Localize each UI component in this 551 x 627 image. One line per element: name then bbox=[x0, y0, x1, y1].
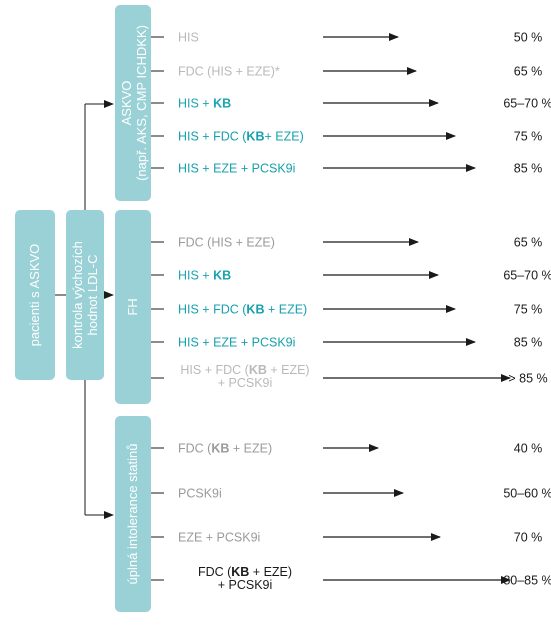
fh-row-2-part-1: KB bbox=[246, 303, 264, 317]
fh-row-4-ldl-reduction: > 85 % bbox=[508, 372, 547, 386]
intolerance-row-3-treatment: FDC (KB + EZE) bbox=[198, 565, 292, 579]
askvo-label-1: ASKVO bbox=[119, 81, 134, 126]
askvo-row-4-part-0: HIS + EZE + PCSK9i bbox=[178, 162, 295, 176]
intolerance-row-0-treatment: FDC (KB + EZE) bbox=[178, 442, 272, 456]
askvo-row-3-part-1: KB bbox=[246, 130, 264, 144]
treatment-rows: HIS 50 % FDC (HIS + EZE)* 65 % HIS + KB 65–70… bbox=[151, 31, 551, 592]
fh-row-1-ldl-reduction: 65–70 % bbox=[503, 269, 551, 283]
fh-row-3-ldl-reduction: 85 % bbox=[514, 336, 543, 350]
fh-row-4-treatment: HIS + FDC (KB + EZE) bbox=[180, 363, 309, 377]
askvo-row-2-part-1: KB bbox=[213, 97, 231, 111]
fh-row-0-ldl-reduction: 65 % bbox=[514, 236, 543, 250]
fh-row-4-part-2: + EZE) bbox=[267, 363, 310, 377]
askvo-box bbox=[115, 5, 151, 201]
fh-row-2-part-0: HIS + FDC ( bbox=[178, 303, 247, 317]
fh-row-2-ldl-reduction: 75 % bbox=[514, 303, 543, 317]
intolerance-row-1-treatment: PCSK9i bbox=[178, 487, 222, 501]
fh-row-1-treatment: HIS + KB bbox=[178, 269, 231, 283]
askvo-row-3-part-0: HIS + FDC ( bbox=[178, 130, 247, 144]
intolerance-box bbox=[115, 416, 151, 612]
askvo-row-2-part-0: HIS + bbox=[178, 97, 213, 111]
fh-box bbox=[115, 210, 151, 404]
fh-label: FH bbox=[125, 298, 140, 315]
askvo-row-0-treatment: HIS bbox=[178, 31, 199, 45]
intolerance-label: úplná intolerance statinů bbox=[125, 444, 140, 585]
fh-row-2-part-2: + EZE) bbox=[264, 303, 307, 317]
askvo-row-2-treatment: HIS + KB bbox=[178, 97, 231, 111]
fh-row-4-treatment-line2: + PCSK9i bbox=[218, 376, 273, 390]
askvo-row-4-ldl-reduction: 85 % bbox=[514, 162, 543, 176]
control-ldl-label-2: hodnot LDL-C bbox=[85, 255, 100, 336]
control-ldl-box bbox=[66, 210, 104, 380]
patients-label: pacienti s ASKVO bbox=[27, 244, 42, 347]
control-ldl-label-1: kontrola výchozích bbox=[70, 241, 85, 349]
fh-row-0-part-0: FDC (HIS + EZE) bbox=[178, 236, 275, 250]
askvo-row-3-treatment: HIS + FDC (KB+ EZE) bbox=[178, 130, 304, 144]
intolerance-row-1-ldl-reduction: 50–60 % bbox=[503, 487, 551, 501]
fh-row-4-part-0: HIS + FDC ( bbox=[180, 363, 249, 377]
fh-row-3-part-0: HIS + EZE + PCSK9i bbox=[178, 336, 295, 350]
intolerance-row-0-ldl-reduction: 40 % bbox=[514, 442, 543, 456]
intolerance-row-3-part-1: KB bbox=[231, 565, 249, 579]
fh-row-0-treatment: FDC (HIS + EZE) bbox=[178, 236, 275, 250]
fh-row-1-part-1: KB bbox=[213, 269, 231, 283]
intolerance-row-3-ldl-reduction: 80–85 % bbox=[503, 574, 551, 588]
intolerance-row-3-treatment-line2: + PCSK9i bbox=[218, 578, 273, 592]
askvo-label-2: (např. AKS, CMP ICHDKK) bbox=[134, 25, 149, 181]
intolerance-row-0-part-1: KB bbox=[211, 442, 229, 456]
fh-row-1-part-0: HIS + bbox=[178, 269, 213, 283]
intolerance-row-1-part-0: PCSK9i bbox=[178, 487, 222, 501]
askvo-row-1-part-0: FDC (HIS + EZE)* bbox=[178, 65, 280, 79]
patients-box bbox=[15, 210, 55, 380]
askvo-row-3-ldl-reduction: 75 % bbox=[514, 130, 543, 144]
askvo-row-0-ldl-reduction: 50 % bbox=[514, 31, 543, 45]
askvo-row-1-treatment: FDC (HIS + EZE)* bbox=[178, 65, 280, 79]
intolerance-row-3-part-2: + EZE) bbox=[249, 565, 292, 579]
askvo-row-2-ldl-reduction: 65–70 % bbox=[503, 97, 551, 111]
intolerance-row-2-treatment: EZE + PCSK9i bbox=[178, 531, 260, 545]
askvo-row-3-part-2: + EZE) bbox=[264, 130, 303, 144]
intolerance-row-2-ldl-reduction: 70 % bbox=[514, 531, 543, 545]
fh-row-2-treatment: HIS + FDC (KB + EZE) bbox=[178, 303, 307, 317]
askvo-row-0-part-0: HIS bbox=[178, 31, 199, 45]
askvo-row-4-treatment: HIS + EZE + PCSK9i bbox=[178, 162, 295, 176]
fh-row-3-treatment: HIS + EZE + PCSK9i bbox=[178, 336, 295, 350]
intolerance-row-3-part-0: FDC ( bbox=[198, 565, 232, 579]
intolerance-row-2-part-0: EZE + PCSK9i bbox=[178, 531, 260, 545]
intolerance-row-0-part-0: FDC ( bbox=[178, 442, 212, 456]
askvo-row-1-ldl-reduction: 65 % bbox=[514, 65, 543, 79]
fh-row-4-part-1: KB bbox=[249, 363, 267, 377]
intolerance-row-0-part-2: + EZE) bbox=[229, 442, 272, 456]
